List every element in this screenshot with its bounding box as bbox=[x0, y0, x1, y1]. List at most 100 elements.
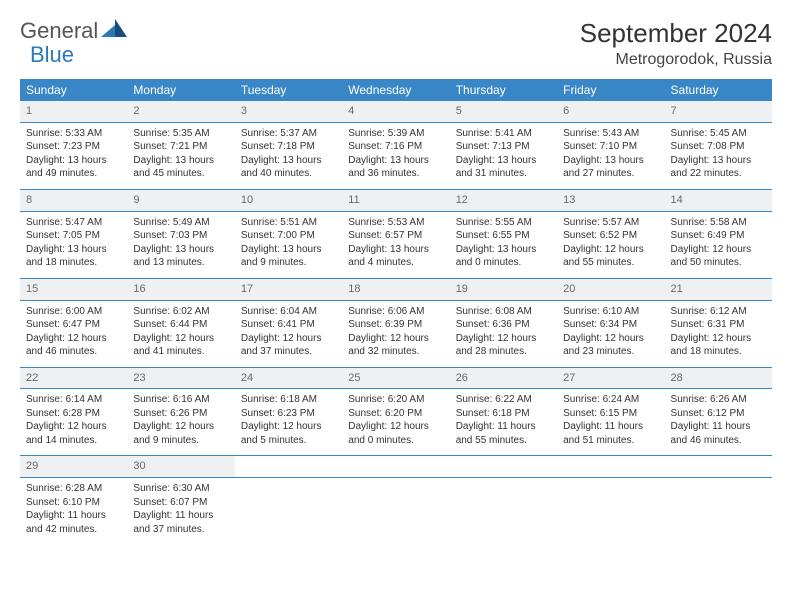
day-info-cell: Sunrise: 5:37 AMSunset: 7:18 PMDaylight:… bbox=[235, 122, 342, 189]
day-number-cell: 22 bbox=[20, 367, 127, 389]
sunrise-line: Sunrise: 5:35 AM bbox=[133, 127, 228, 141]
day-header: Tuesday bbox=[235, 79, 342, 101]
day-number-cell: 23 bbox=[127, 367, 234, 389]
day-number-cell: 16 bbox=[127, 278, 234, 300]
day-info-row: Sunrise: 6:14 AMSunset: 6:28 PMDaylight:… bbox=[20, 389, 772, 456]
day-number-cell: 7 bbox=[665, 101, 772, 122]
day-info-row: Sunrise: 6:28 AMSunset: 6:10 PMDaylight:… bbox=[20, 478, 772, 545]
sunrise-line: Sunrise: 5:51 AM bbox=[241, 216, 336, 230]
sunrise-line: Sunrise: 6:06 AM bbox=[348, 305, 443, 319]
daylight-line: Daylight: 13 hours and 31 minutes. bbox=[456, 154, 551, 181]
sunset-line: Sunset: 6:44 PM bbox=[133, 318, 228, 332]
sunrise-line: Sunrise: 6:30 AM bbox=[133, 482, 228, 496]
day-info-cell: Sunrise: 6:24 AMSunset: 6:15 PMDaylight:… bbox=[557, 389, 664, 456]
day-number-row: 15161718192021 bbox=[20, 278, 772, 300]
day-info-cell: Sunrise: 6:18 AMSunset: 6:23 PMDaylight:… bbox=[235, 389, 342, 456]
day-info-cell: Sunrise: 5:58 AMSunset: 6:49 PMDaylight:… bbox=[665, 211, 772, 278]
day-info-cell: Sunrise: 5:33 AMSunset: 7:23 PMDaylight:… bbox=[20, 122, 127, 189]
day-info-cell bbox=[557, 478, 664, 545]
day-header: Sunday bbox=[20, 79, 127, 101]
day-info-cell bbox=[235, 478, 342, 545]
day-info-cell: Sunrise: 6:12 AMSunset: 6:31 PMDaylight:… bbox=[665, 300, 772, 367]
sunset-line: Sunset: 7:03 PM bbox=[133, 229, 228, 243]
header: General September 2024 Metrogorodok, Rus… bbox=[20, 18, 772, 69]
day-info-cell: Sunrise: 5:41 AMSunset: 7:13 PMDaylight:… bbox=[450, 122, 557, 189]
sunset-line: Sunset: 6:49 PM bbox=[671, 229, 766, 243]
day-number-cell: 25 bbox=[342, 367, 449, 389]
sunrise-line: Sunrise: 6:12 AM bbox=[671, 305, 766, 319]
day-number-cell: 13 bbox=[557, 189, 664, 211]
day-header: Thursday bbox=[450, 79, 557, 101]
sunrise-line: Sunrise: 6:16 AM bbox=[133, 393, 228, 407]
day-number-row: 891011121314 bbox=[20, 189, 772, 211]
day-info-row: Sunrise: 5:47 AMSunset: 7:05 PMDaylight:… bbox=[20, 211, 772, 278]
location-label: Metrogorodok, Russia bbox=[580, 51, 772, 69]
day-number-cell: 8 bbox=[20, 189, 127, 211]
sunset-line: Sunset: 7:00 PM bbox=[241, 229, 336, 243]
day-number-cell: 27 bbox=[557, 367, 664, 389]
day-info-cell: Sunrise: 5:57 AMSunset: 6:52 PMDaylight:… bbox=[557, 211, 664, 278]
daylight-line: Daylight: 12 hours and 50 minutes. bbox=[671, 243, 766, 270]
day-number-cell: 17 bbox=[235, 278, 342, 300]
sunrise-line: Sunrise: 6:04 AM bbox=[241, 305, 336, 319]
sunrise-line: Sunrise: 6:20 AM bbox=[348, 393, 443, 407]
day-info-cell bbox=[342, 478, 449, 545]
sunrise-line: Sunrise: 5:43 AM bbox=[563, 127, 658, 141]
daylight-line: Daylight: 12 hours and 0 minutes. bbox=[348, 420, 443, 447]
sunset-line: Sunset: 6:36 PM bbox=[456, 318, 551, 332]
sunrise-line: Sunrise: 5:53 AM bbox=[348, 216, 443, 230]
calendar-page: General September 2024 Metrogorodok, Rus… bbox=[0, 0, 792, 554]
day-number-cell: 19 bbox=[450, 278, 557, 300]
daylight-line: Daylight: 12 hours and 23 minutes. bbox=[563, 332, 658, 359]
day-info-cell: Sunrise: 6:14 AMSunset: 6:28 PMDaylight:… bbox=[20, 389, 127, 456]
day-number-cell: 1 bbox=[20, 101, 127, 122]
day-number-cell bbox=[235, 456, 342, 478]
sunset-line: Sunset: 7:21 PM bbox=[133, 140, 228, 154]
day-info-cell: Sunrise: 6:30 AMSunset: 6:07 PMDaylight:… bbox=[127, 478, 234, 545]
day-info-cell bbox=[450, 478, 557, 545]
daylight-line: Daylight: 12 hours and 55 minutes. bbox=[563, 243, 658, 270]
daylight-line: Daylight: 13 hours and 49 minutes. bbox=[26, 154, 121, 181]
brand-logo: General bbox=[20, 18, 127, 44]
sunrise-line: Sunrise: 6:22 AM bbox=[456, 393, 551, 407]
sunset-line: Sunset: 6:31 PM bbox=[671, 318, 766, 332]
day-info-cell: Sunrise: 5:55 AMSunset: 6:55 PMDaylight:… bbox=[450, 211, 557, 278]
day-info-cell: Sunrise: 5:53 AMSunset: 6:57 PMDaylight:… bbox=[342, 211, 449, 278]
brand-part2: Blue bbox=[30, 42, 74, 68]
sunset-line: Sunset: 6:18 PM bbox=[456, 407, 551, 421]
sunset-line: Sunset: 6:39 PM bbox=[348, 318, 443, 332]
day-info-row: Sunrise: 6:00 AMSunset: 6:47 PMDaylight:… bbox=[20, 300, 772, 367]
day-info-cell: Sunrise: 6:00 AMSunset: 6:47 PMDaylight:… bbox=[20, 300, 127, 367]
sunrise-line: Sunrise: 5:37 AM bbox=[241, 127, 336, 141]
brand-part1: General bbox=[20, 18, 98, 44]
daylight-line: Daylight: 13 hours and 27 minutes. bbox=[563, 154, 658, 181]
day-info-cell: Sunrise: 6:26 AMSunset: 6:12 PMDaylight:… bbox=[665, 389, 772, 456]
sunrise-line: Sunrise: 6:02 AM bbox=[133, 305, 228, 319]
sunrise-line: Sunrise: 5:47 AM bbox=[26, 216, 121, 230]
daylight-line: Daylight: 13 hours and 40 minutes. bbox=[241, 154, 336, 181]
day-number-cell bbox=[450, 456, 557, 478]
daylight-line: Daylight: 11 hours and 37 minutes. bbox=[133, 509, 228, 536]
day-number-cell: 10 bbox=[235, 189, 342, 211]
day-info-cell: Sunrise: 6:16 AMSunset: 6:26 PMDaylight:… bbox=[127, 389, 234, 456]
day-number-cell: 26 bbox=[450, 367, 557, 389]
sunrise-line: Sunrise: 5:49 AM bbox=[133, 216, 228, 230]
daylight-line: Daylight: 12 hours and 5 minutes. bbox=[241, 420, 336, 447]
sunrise-line: Sunrise: 5:41 AM bbox=[456, 127, 551, 141]
day-info-cell: Sunrise: 6:20 AMSunset: 6:20 PMDaylight:… bbox=[342, 389, 449, 456]
day-number-cell: 29 bbox=[20, 456, 127, 478]
sunset-line: Sunset: 6:28 PM bbox=[26, 407, 121, 421]
daylight-line: Daylight: 12 hours and 18 minutes. bbox=[671, 332, 766, 359]
daylight-line: Daylight: 13 hours and 36 minutes. bbox=[348, 154, 443, 181]
daylight-line: Daylight: 13 hours and 9 minutes. bbox=[241, 243, 336, 270]
daylight-line: Daylight: 12 hours and 46 minutes. bbox=[26, 332, 121, 359]
sunrise-line: Sunrise: 5:55 AM bbox=[456, 216, 551, 230]
day-number-cell: 30 bbox=[127, 456, 234, 478]
sunset-line: Sunset: 7:13 PM bbox=[456, 140, 551, 154]
daylight-line: Daylight: 12 hours and 14 minutes. bbox=[26, 420, 121, 447]
day-header: Friday bbox=[557, 79, 664, 101]
daylight-line: Daylight: 12 hours and 28 minutes. bbox=[456, 332, 551, 359]
sunset-line: Sunset: 6:41 PM bbox=[241, 318, 336, 332]
day-number-cell: 6 bbox=[557, 101, 664, 122]
sunset-line: Sunset: 6:20 PM bbox=[348, 407, 443, 421]
